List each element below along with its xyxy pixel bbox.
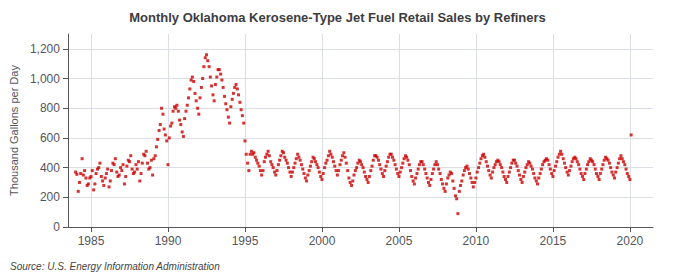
svg-text:2020: 2020 xyxy=(617,234,644,248)
svg-text:Monthly Oklahoma Kerosene-Type: Monthly Oklahoma Kerosene-Type Jet Fuel … xyxy=(129,10,546,25)
svg-text:2015: 2015 xyxy=(540,234,567,248)
svg-text:1,200: 1,200 xyxy=(30,42,60,56)
svg-text:Source: U.S. Energy Informatio: Source: U.S. Energy Information Administ… xyxy=(10,261,220,272)
svg-text:1995: 1995 xyxy=(232,234,259,248)
svg-text:0: 0 xyxy=(53,220,60,234)
svg-text:1985: 1985 xyxy=(78,234,105,248)
svg-text:1990: 1990 xyxy=(155,234,182,248)
svg-text:400: 400 xyxy=(40,161,60,175)
svg-text:1,000: 1,000 xyxy=(30,72,60,86)
svg-text:2010: 2010 xyxy=(463,234,490,248)
svg-text:2000: 2000 xyxy=(309,234,336,248)
svg-text:2005: 2005 xyxy=(386,234,413,248)
svg-text:800: 800 xyxy=(40,101,60,115)
svg-text:200: 200 xyxy=(40,190,60,204)
svg-text:600: 600 xyxy=(40,131,60,145)
svg-text:Thousand Gallons per Day: Thousand Gallons per Day xyxy=(8,65,20,196)
